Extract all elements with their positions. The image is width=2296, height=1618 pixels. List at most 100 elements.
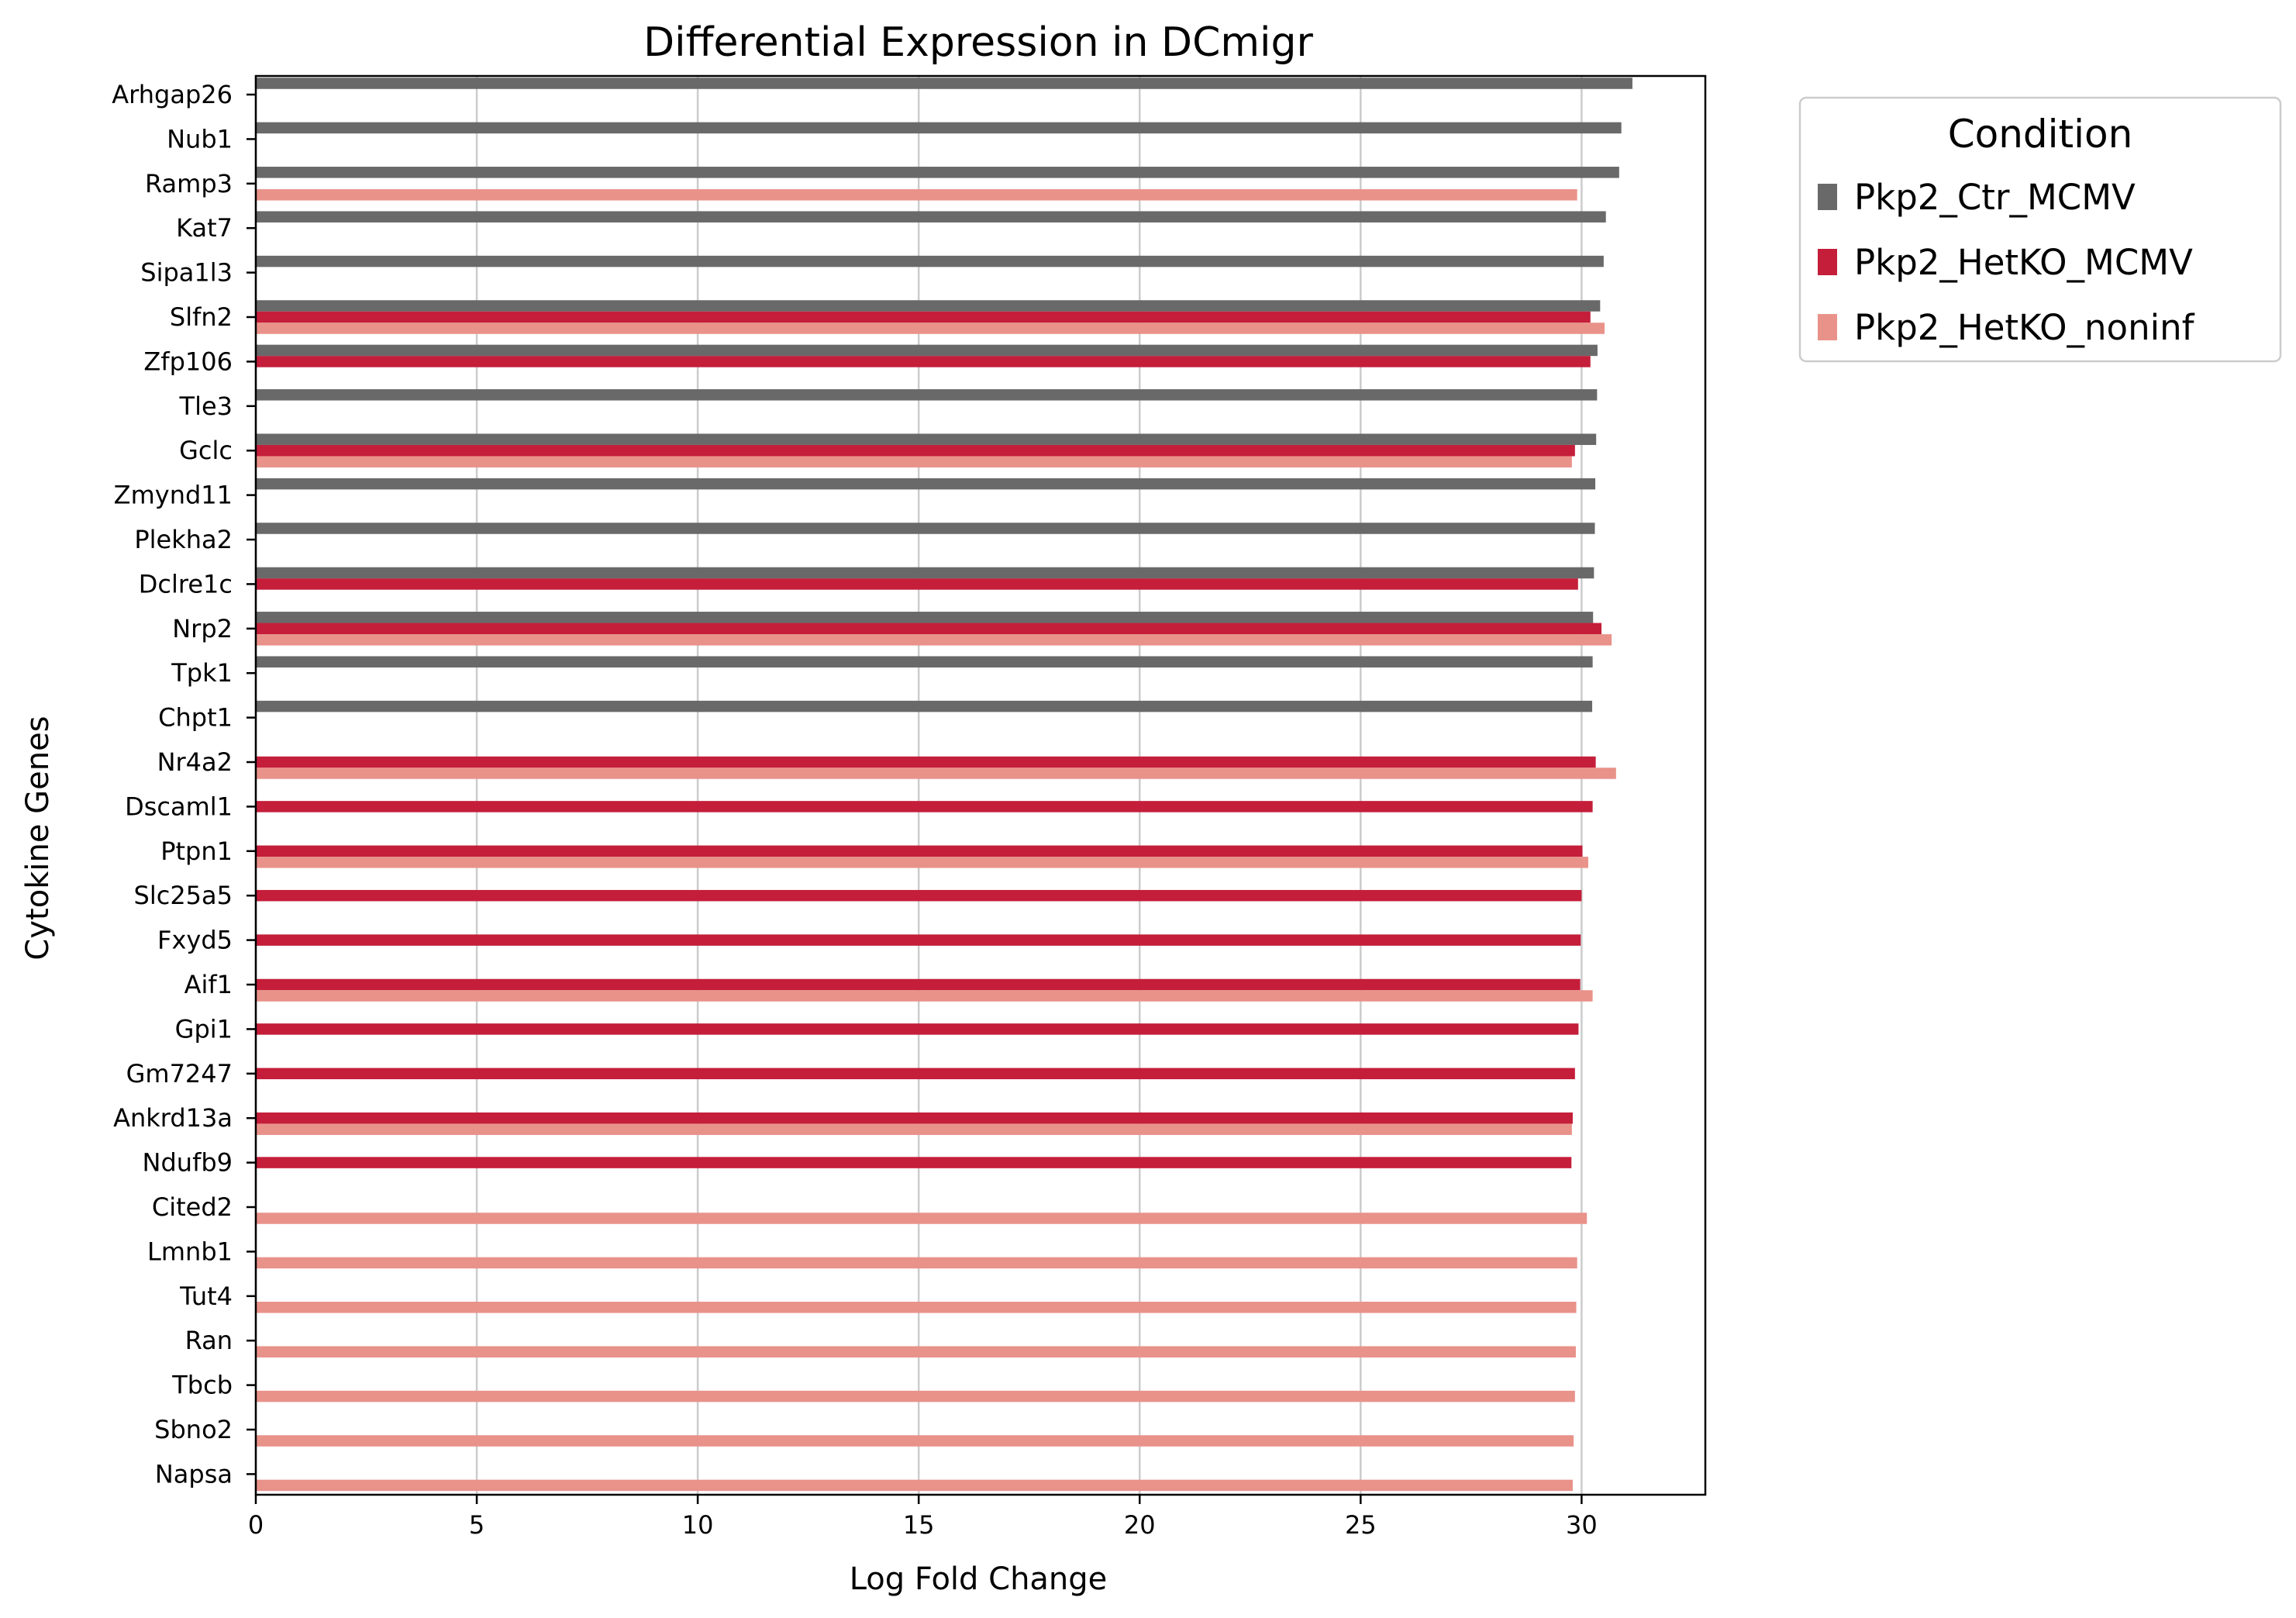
- bar-pkp2-hetko-noninf: [256, 323, 1605, 334]
- legend-swatch: [1818, 314, 1837, 340]
- y-tick-label: Nrp2: [172, 614, 233, 643]
- x-tick-label: 25: [1345, 1510, 1377, 1540]
- bar-pkp2-ctr-mcmv: [256, 344, 1598, 357]
- bars: [256, 78, 1632, 1492]
- x-gridlines: [254, 76, 1583, 1495]
- legend: Condition Pkp2_Ctr_MCMVPkp2_HetKO_MCMVPk…: [1798, 96, 2282, 363]
- y-tick-label: Zfp106: [143, 347, 233, 376]
- bar-pkp2-ctr-mcmv: [256, 612, 1594, 623]
- bar-pkp2-ctr-mcmv: [256, 122, 1622, 134]
- bar-pkp2-hetko-noninf: [256, 768, 1616, 779]
- legend-title: Condition: [1948, 112, 2133, 157]
- bar-pkp2-ctr-mcmv: [256, 211, 1606, 223]
- bar-pkp2-ctr-mcmv: [256, 255, 1604, 267]
- bar-pkp2-hetko-mcmv: [256, 1112, 1573, 1124]
- y-tick-label: Nr4a2: [157, 747, 233, 777]
- y-tick-label: Dscaml1: [125, 792, 233, 821]
- bar-pkp2-hetko-mcmv: [256, 1068, 1575, 1080]
- y-tick-label: Nub1: [167, 124, 233, 154]
- y-tick-label: Sipa1l3: [140, 258, 233, 288]
- bar-pkp2-hetko-noninf: [256, 990, 1593, 1002]
- bar-pkp2-hetko-noninf: [256, 1346, 1576, 1358]
- y-tick-label: Napsa: [155, 1459, 233, 1489]
- y-tick-label: Gpi1: [175, 1014, 233, 1044]
- bar-pkp2-hetko-mcmv: [256, 934, 1581, 946]
- legend-swatch: [1818, 249, 1837, 275]
- bar-pkp2-ctr-mcmv: [256, 567, 1594, 579]
- y-tick-label: Fxyd5: [157, 926, 233, 955]
- bar-pkp2-hetko-mcmv: [256, 623, 1602, 635]
- y-tick-label: Dclre1c: [139, 569, 233, 599]
- y-tick-label: Lmnb1: [147, 1237, 233, 1266]
- bar-pkp2-ctr-mcmv: [256, 478, 1596, 490]
- bar-pkp2-hetko-mcmv: [256, 845, 1583, 857]
- bar-pkp2-ctr-mcmv: [256, 78, 1632, 89]
- bar-pkp2-ctr-mcmv: [256, 523, 1595, 534]
- y-tick-label: Plekha2: [134, 525, 233, 554]
- legend-swatch: [1818, 184, 1837, 210]
- y-tick-label: Aif1: [184, 970, 233, 999]
- y-tick-label: Gclc: [179, 436, 233, 465]
- legend-box: [1798, 96, 2282, 363]
- chart-title: Differential Expression in DCmigr: [643, 19, 1313, 66]
- legend-label: Pkp2_HetKO_noninf: [1854, 307, 2195, 348]
- y-tick-label: Kat7: [176, 213, 233, 243]
- bar-pkp2-hetko-noninf: [256, 1213, 1588, 1224]
- y-tick-label: Tut4: [179, 1282, 233, 1311]
- x-tick-label: 0: [248, 1510, 264, 1540]
- bar-pkp2-hetko-noninf: [256, 857, 1588, 868]
- bar-pkp2-hetko-noninf: [256, 1123, 1572, 1135]
- legend-label: Pkp2_Ctr_MCMV: [1854, 177, 2136, 218]
- bar-pkp2-hetko-mcmv: [256, 756, 1596, 768]
- y-tick-label: Ankrd13a: [113, 1103, 233, 1133]
- bar-pkp2-hetko-mcmv: [256, 311, 1591, 323]
- bar-pkp2-hetko-noninf: [256, 1435, 1574, 1447]
- bar-pkp2-ctr-mcmv: [256, 167, 1619, 178]
- y-tick-label: Tbcb: [171, 1371, 233, 1400]
- y-tick-label: Cited2: [152, 1192, 233, 1222]
- y-tick-label: Tle3: [179, 392, 233, 421]
- bar-pkp2-hetko-noninf: [256, 1390, 1575, 1402]
- y-tick-label: Arhgap26: [112, 80, 233, 109]
- y-tick-label: Zmynd11: [114, 481, 233, 510]
- y-tick-label: Slc25a5: [134, 881, 233, 910]
- bar-pkp2-hetko-noninf: [256, 1302, 1577, 1313]
- bar-pkp2-ctr-mcmv: [256, 433, 1597, 445]
- y-axis-ticks: Arhgap26 Nub1 Ramp3 Kat7 Sipa1l3 Slfn2 Zfp106 T…: [112, 80, 256, 1489]
- y-tick-label: Chpt1: [158, 703, 233, 733]
- y-tick-label: Ptpn1: [160, 837, 233, 866]
- x-tick-label: 10: [682, 1510, 714, 1540]
- bar-pkp2-hetko-mcmv: [256, 578, 1578, 590]
- bar-pkp2-hetko-mcmv: [256, 801, 1593, 812]
- bar-pkp2-hetko-mcmv: [256, 978, 1581, 991]
- bar-pkp2-hetko-noninf: [256, 456, 1572, 467]
- x-tick-label: 20: [1124, 1510, 1156, 1540]
- x-axis-label: Log Fold Change: [850, 1561, 1108, 1597]
- bar-pkp2-hetko-mcmv: [256, 444, 1575, 457]
- bar-pkp2-ctr-mcmv: [256, 389, 1598, 401]
- x-tick-label: 15: [903, 1510, 935, 1540]
- bar-pkp2-hetko-noninf: [256, 189, 1577, 201]
- y-tick-label: Ndufb9: [143, 1148, 233, 1178]
- bar-pkp2-hetko-noninf: [256, 1257, 1577, 1269]
- plot-frame: [254, 74, 1707, 1496]
- bar-pkp2-ctr-mcmv: [256, 700, 1593, 712]
- bar-pkp2-hetko-mcmv: [256, 889, 1582, 902]
- x-axis-ticks: 0 5 10 15 20 25 30: [248, 1495, 1598, 1540]
- y-tick-label: Ran: [185, 1326, 233, 1355]
- legend-items: Pkp2_Ctr_MCMV Pkp2_HetKO_MCMV Pkp2_HetKO_n…: [1818, 177, 2195, 348]
- y-tick-label: Tpk1: [171, 658, 233, 688]
- bar-pkp2-hetko-noninf: [256, 1479, 1573, 1492]
- x-tick-label: 30: [1566, 1510, 1598, 1540]
- x-tick-label: 5: [469, 1510, 484, 1540]
- bar-pkp2-ctr-mcmv: [256, 300, 1601, 312]
- bar-pkp2-ctr-mcmv: [256, 656, 1593, 668]
- bar-pkp2-hetko-mcmv: [256, 356, 1591, 367]
- y-axis-label: Cytokine Genes: [20, 716, 56, 960]
- bar-pkp2-hetko-mcmv: [256, 1157, 1572, 1168]
- legend-label: Pkp2_HetKO_MCMV: [1854, 242, 2193, 283]
- y-tick-label: Slfn2: [170, 302, 233, 332]
- y-tick-label: Ramp3: [145, 169, 233, 198]
- bar-pkp2-hetko-noninf: [256, 634, 1612, 646]
